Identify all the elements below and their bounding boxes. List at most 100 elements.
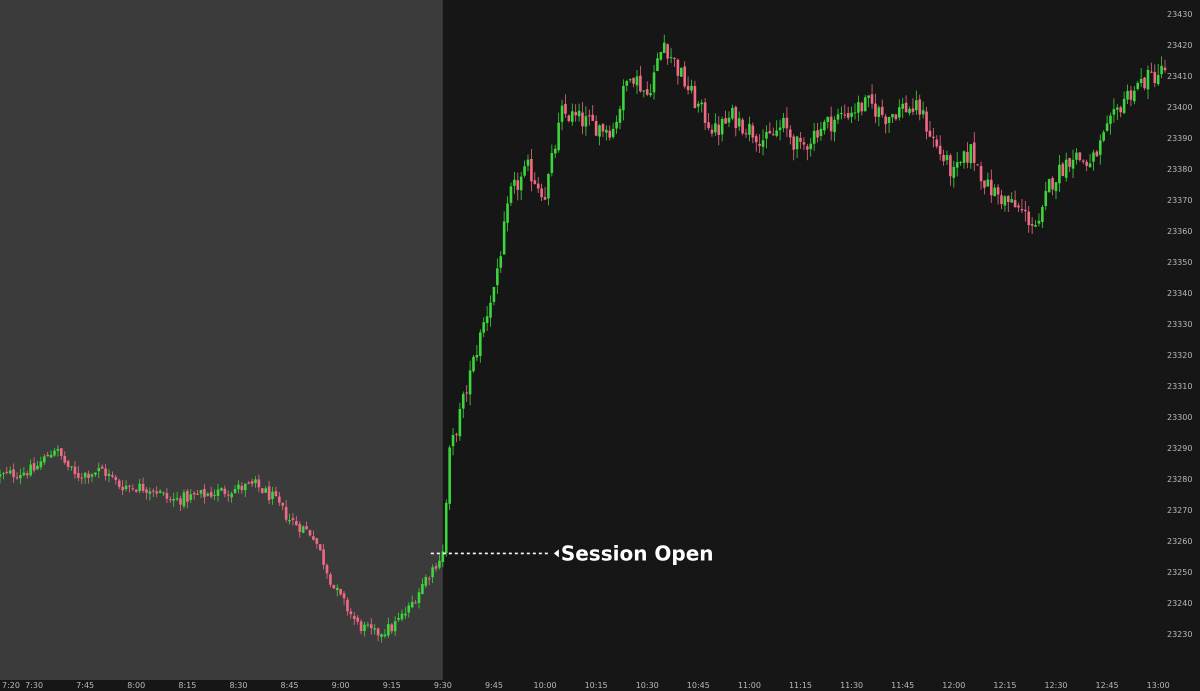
candle-up: [162, 492, 165, 494]
candle-down: [77, 473, 80, 478]
candle-down: [1017, 205, 1020, 208]
candle-up: [237, 484, 240, 490]
candle-up: [206, 493, 210, 496]
candle-down: [543, 197, 547, 200]
candle-down: [693, 86, 697, 109]
candle-down: [771, 134, 775, 136]
candle-down: [676, 59, 680, 76]
y-tick-label: 23250: [1167, 568, 1192, 577]
candle-up: [94, 472, 97, 475]
candle-up: [697, 103, 700, 107]
candle-up: [400, 613, 404, 620]
y-tick-label: 23340: [1167, 289, 1192, 298]
candle-down: [751, 125, 755, 138]
candle-up: [1109, 115, 1112, 124]
candle-up: [1037, 220, 1041, 224]
candle-up: [577, 110, 581, 117]
y-tick-label: 23350: [1167, 258, 1192, 267]
candle-down: [792, 136, 795, 150]
y-tick-label: 23310: [1167, 382, 1192, 391]
candle-down: [874, 103, 877, 117]
candle-down: [349, 611, 353, 615]
candle-down: [1081, 160, 1085, 162]
candle-down: [1078, 152, 1082, 160]
candle-up: [748, 123, 751, 135]
candle-down: [359, 621, 363, 631]
candle-down: [816, 130, 819, 138]
candle-up: [107, 473, 111, 476]
candles-layer: [0, 34, 1167, 643]
candle-down: [564, 103, 567, 114]
x-tick-label: 8:00: [127, 681, 145, 690]
candle-down: [12, 469, 15, 478]
candle-up: [605, 129, 608, 133]
candle-down: [223, 488, 227, 494]
candle-up: [952, 166, 956, 178]
candle-down: [247, 482, 250, 484]
candle-down: [414, 602, 417, 604]
annotation-label: Session Open: [561, 541, 714, 565]
candle-down: [196, 493, 199, 495]
candle-down: [673, 58, 676, 60]
candle-down: [32, 463, 36, 471]
y-tick-label: 23260: [1167, 537, 1192, 546]
candle-up: [335, 587, 339, 591]
candle-up: [0, 474, 2, 477]
x-tick-label: 8:45: [281, 681, 299, 690]
candle-up: [737, 118, 741, 127]
candle-down: [932, 136, 935, 138]
candle-up: [393, 621, 397, 632]
candle-up: [523, 166, 526, 176]
x-tick-label: 12:00: [942, 681, 965, 690]
candle-up: [628, 79, 632, 81]
candle-down: [165, 492, 169, 499]
candle-up: [850, 112, 853, 117]
candle-up: [1105, 123, 1109, 131]
x-tick-label: 10:45: [687, 681, 710, 690]
y-tick-label: 23420: [1167, 41, 1192, 50]
candle-up: [254, 479, 257, 484]
candle-down: [894, 114, 898, 120]
candle-down: [1119, 107, 1123, 113]
candle-up: [49, 454, 53, 458]
candle-down: [976, 164, 979, 166]
candle-down: [267, 486, 271, 501]
candle-up: [656, 58, 659, 71]
x-tick-label: 11:30: [840, 681, 863, 690]
candle-up: [216, 489, 220, 497]
candle-up: [424, 577, 428, 586]
x-tick-label: 10:15: [585, 681, 608, 690]
candle-up: [700, 102, 704, 105]
candle-up: [1136, 82, 1140, 89]
x-tick-label: 9:45: [485, 681, 503, 690]
time-axis: 7:20 7:30 7:45 8:00 8:15 8:30 8:45 9:00 9:15 9:30…: [2, 681, 1170, 690]
candle-down: [250, 481, 254, 484]
candle-down: [308, 530, 312, 536]
candle-up: [727, 117, 731, 123]
candle-down: [632, 77, 635, 84]
candle-up: [438, 560, 441, 568]
candle-up: [1010, 199, 1014, 203]
candle-up: [690, 85, 693, 91]
candle-up: [945, 155, 949, 161]
candle-down: [686, 85, 690, 91]
candle-down: [768, 130, 772, 134]
candle-down: [880, 106, 884, 115]
candle-down: [1153, 72, 1157, 83]
candle-up: [220, 488, 223, 491]
candle-up: [199, 490, 203, 494]
x-tick-label: 12:45: [1096, 681, 1119, 690]
candle-down: [533, 180, 537, 184]
candle-up: [288, 520, 291, 522]
candle-up: [479, 332, 482, 356]
x-tick-label: 13:00: [1147, 681, 1170, 690]
candle-down: [325, 564, 329, 574]
x-tick-label: 8:30: [229, 681, 247, 690]
candle-up: [1044, 191, 1048, 206]
candle-up: [863, 97, 867, 112]
candle-down: [329, 574, 332, 585]
candle-down: [536, 183, 540, 189]
candle-down: [703, 102, 707, 123]
candle-up: [669, 57, 673, 59]
candle-up: [812, 130, 816, 144]
